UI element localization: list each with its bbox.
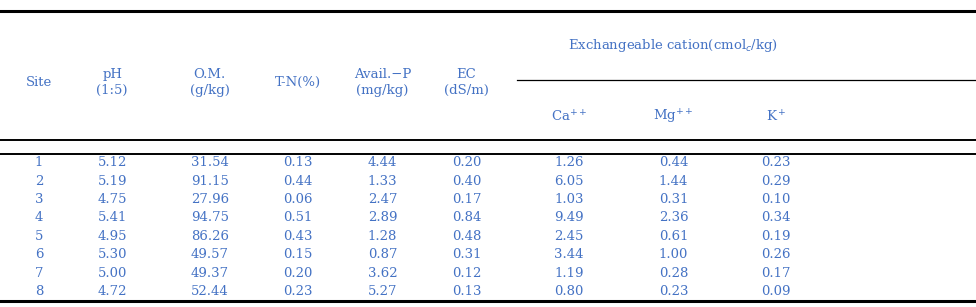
Text: 1: 1 bbox=[35, 156, 43, 169]
Text: 4.44: 4.44 bbox=[368, 156, 397, 169]
Text: 0.10: 0.10 bbox=[761, 193, 791, 206]
Text: 0.12: 0.12 bbox=[452, 267, 481, 280]
Text: 1.03: 1.03 bbox=[554, 193, 584, 206]
Text: 1.44: 1.44 bbox=[659, 175, 688, 188]
Text: 2.47: 2.47 bbox=[368, 193, 397, 206]
Text: 5.41: 5.41 bbox=[98, 212, 127, 224]
Text: 2: 2 bbox=[35, 175, 43, 188]
Text: 6.05: 6.05 bbox=[554, 175, 584, 188]
Text: 0.28: 0.28 bbox=[659, 267, 688, 280]
Text: pH
(1:5): pH (1:5) bbox=[97, 68, 128, 97]
Text: 4.72: 4.72 bbox=[98, 285, 127, 298]
Text: 86.26: 86.26 bbox=[191, 230, 228, 243]
Text: 0.13: 0.13 bbox=[452, 285, 481, 298]
Text: 27.96: 27.96 bbox=[190, 193, 229, 206]
Text: 0.23: 0.23 bbox=[659, 285, 688, 298]
Text: 1.28: 1.28 bbox=[368, 230, 397, 243]
Text: 3.62: 3.62 bbox=[368, 267, 397, 280]
Text: 1.33: 1.33 bbox=[368, 175, 397, 188]
Text: 0.84: 0.84 bbox=[452, 212, 481, 224]
Text: 0.17: 0.17 bbox=[452, 193, 481, 206]
Text: 0.48: 0.48 bbox=[452, 230, 481, 243]
Text: 49.37: 49.37 bbox=[190, 267, 229, 280]
Text: 2.45: 2.45 bbox=[554, 230, 584, 243]
Text: 0.44: 0.44 bbox=[659, 156, 688, 169]
Text: 1.19: 1.19 bbox=[554, 267, 584, 280]
Text: 0.20: 0.20 bbox=[283, 267, 312, 280]
Text: 0.15: 0.15 bbox=[283, 248, 312, 261]
Text: 0.23: 0.23 bbox=[761, 156, 791, 169]
Text: 0.87: 0.87 bbox=[368, 248, 397, 261]
Text: 0.80: 0.80 bbox=[554, 285, 584, 298]
Text: 9.49: 9.49 bbox=[554, 212, 584, 224]
Text: Exchangeable cation(cmol$_c$/kg): Exchangeable cation(cmol$_c$/kg) bbox=[568, 37, 779, 54]
Text: 4.75: 4.75 bbox=[98, 193, 127, 206]
Text: 5.12: 5.12 bbox=[98, 156, 127, 169]
Text: Avail.−P
(mg/kg): Avail.−P (mg/kg) bbox=[354, 68, 411, 97]
Text: 0.44: 0.44 bbox=[283, 175, 312, 188]
Text: 6: 6 bbox=[35, 248, 43, 261]
Text: 5.00: 5.00 bbox=[98, 267, 127, 280]
Text: K$^+$: K$^+$ bbox=[765, 109, 787, 124]
Text: Ca$^{++}$: Ca$^{++}$ bbox=[550, 109, 588, 124]
Text: 2.89: 2.89 bbox=[368, 212, 397, 224]
Text: 5.27: 5.27 bbox=[368, 285, 397, 298]
Text: 0.09: 0.09 bbox=[761, 285, 791, 298]
Text: 0.19: 0.19 bbox=[761, 230, 791, 243]
Text: 5.19: 5.19 bbox=[98, 175, 127, 188]
Text: 0.61: 0.61 bbox=[659, 230, 688, 243]
Text: 4.95: 4.95 bbox=[98, 230, 127, 243]
Text: 49.57: 49.57 bbox=[191, 248, 228, 261]
Text: Site: Site bbox=[26, 76, 52, 89]
Text: T-N(%): T-N(%) bbox=[274, 76, 321, 89]
Text: 1.00: 1.00 bbox=[659, 248, 688, 261]
Text: O.M.
(g/kg): O.M. (g/kg) bbox=[190, 68, 229, 97]
Text: 52.44: 52.44 bbox=[191, 285, 228, 298]
Text: 31.54: 31.54 bbox=[191, 156, 228, 169]
Text: 0.29: 0.29 bbox=[761, 175, 791, 188]
Text: 0.20: 0.20 bbox=[452, 156, 481, 169]
Text: EC
(dS/m): EC (dS/m) bbox=[444, 68, 489, 97]
Text: 0.40: 0.40 bbox=[452, 175, 481, 188]
Text: 5.30: 5.30 bbox=[98, 248, 127, 261]
Text: 0.06: 0.06 bbox=[283, 193, 312, 206]
Text: Mg$^{++}$: Mg$^{++}$ bbox=[653, 107, 694, 126]
Text: 3: 3 bbox=[35, 193, 43, 206]
Text: 7: 7 bbox=[35, 267, 43, 280]
Text: 0.13: 0.13 bbox=[283, 156, 312, 169]
Text: 94.75: 94.75 bbox=[191, 212, 228, 224]
Text: 3.44: 3.44 bbox=[554, 248, 584, 261]
Text: 5: 5 bbox=[35, 230, 43, 243]
Text: 0.23: 0.23 bbox=[283, 285, 312, 298]
Text: 0.26: 0.26 bbox=[761, 248, 791, 261]
Text: 91.15: 91.15 bbox=[191, 175, 228, 188]
Text: 0.43: 0.43 bbox=[283, 230, 312, 243]
Text: 0.31: 0.31 bbox=[659, 193, 688, 206]
Text: 4: 4 bbox=[35, 212, 43, 224]
Text: 0.17: 0.17 bbox=[761, 267, 791, 280]
Text: 0.31: 0.31 bbox=[452, 248, 481, 261]
Text: 8: 8 bbox=[35, 285, 43, 298]
Text: 2.36: 2.36 bbox=[659, 212, 688, 224]
Text: 0.51: 0.51 bbox=[283, 212, 312, 224]
Text: 0.34: 0.34 bbox=[761, 212, 791, 224]
Text: 1.26: 1.26 bbox=[554, 156, 584, 169]
